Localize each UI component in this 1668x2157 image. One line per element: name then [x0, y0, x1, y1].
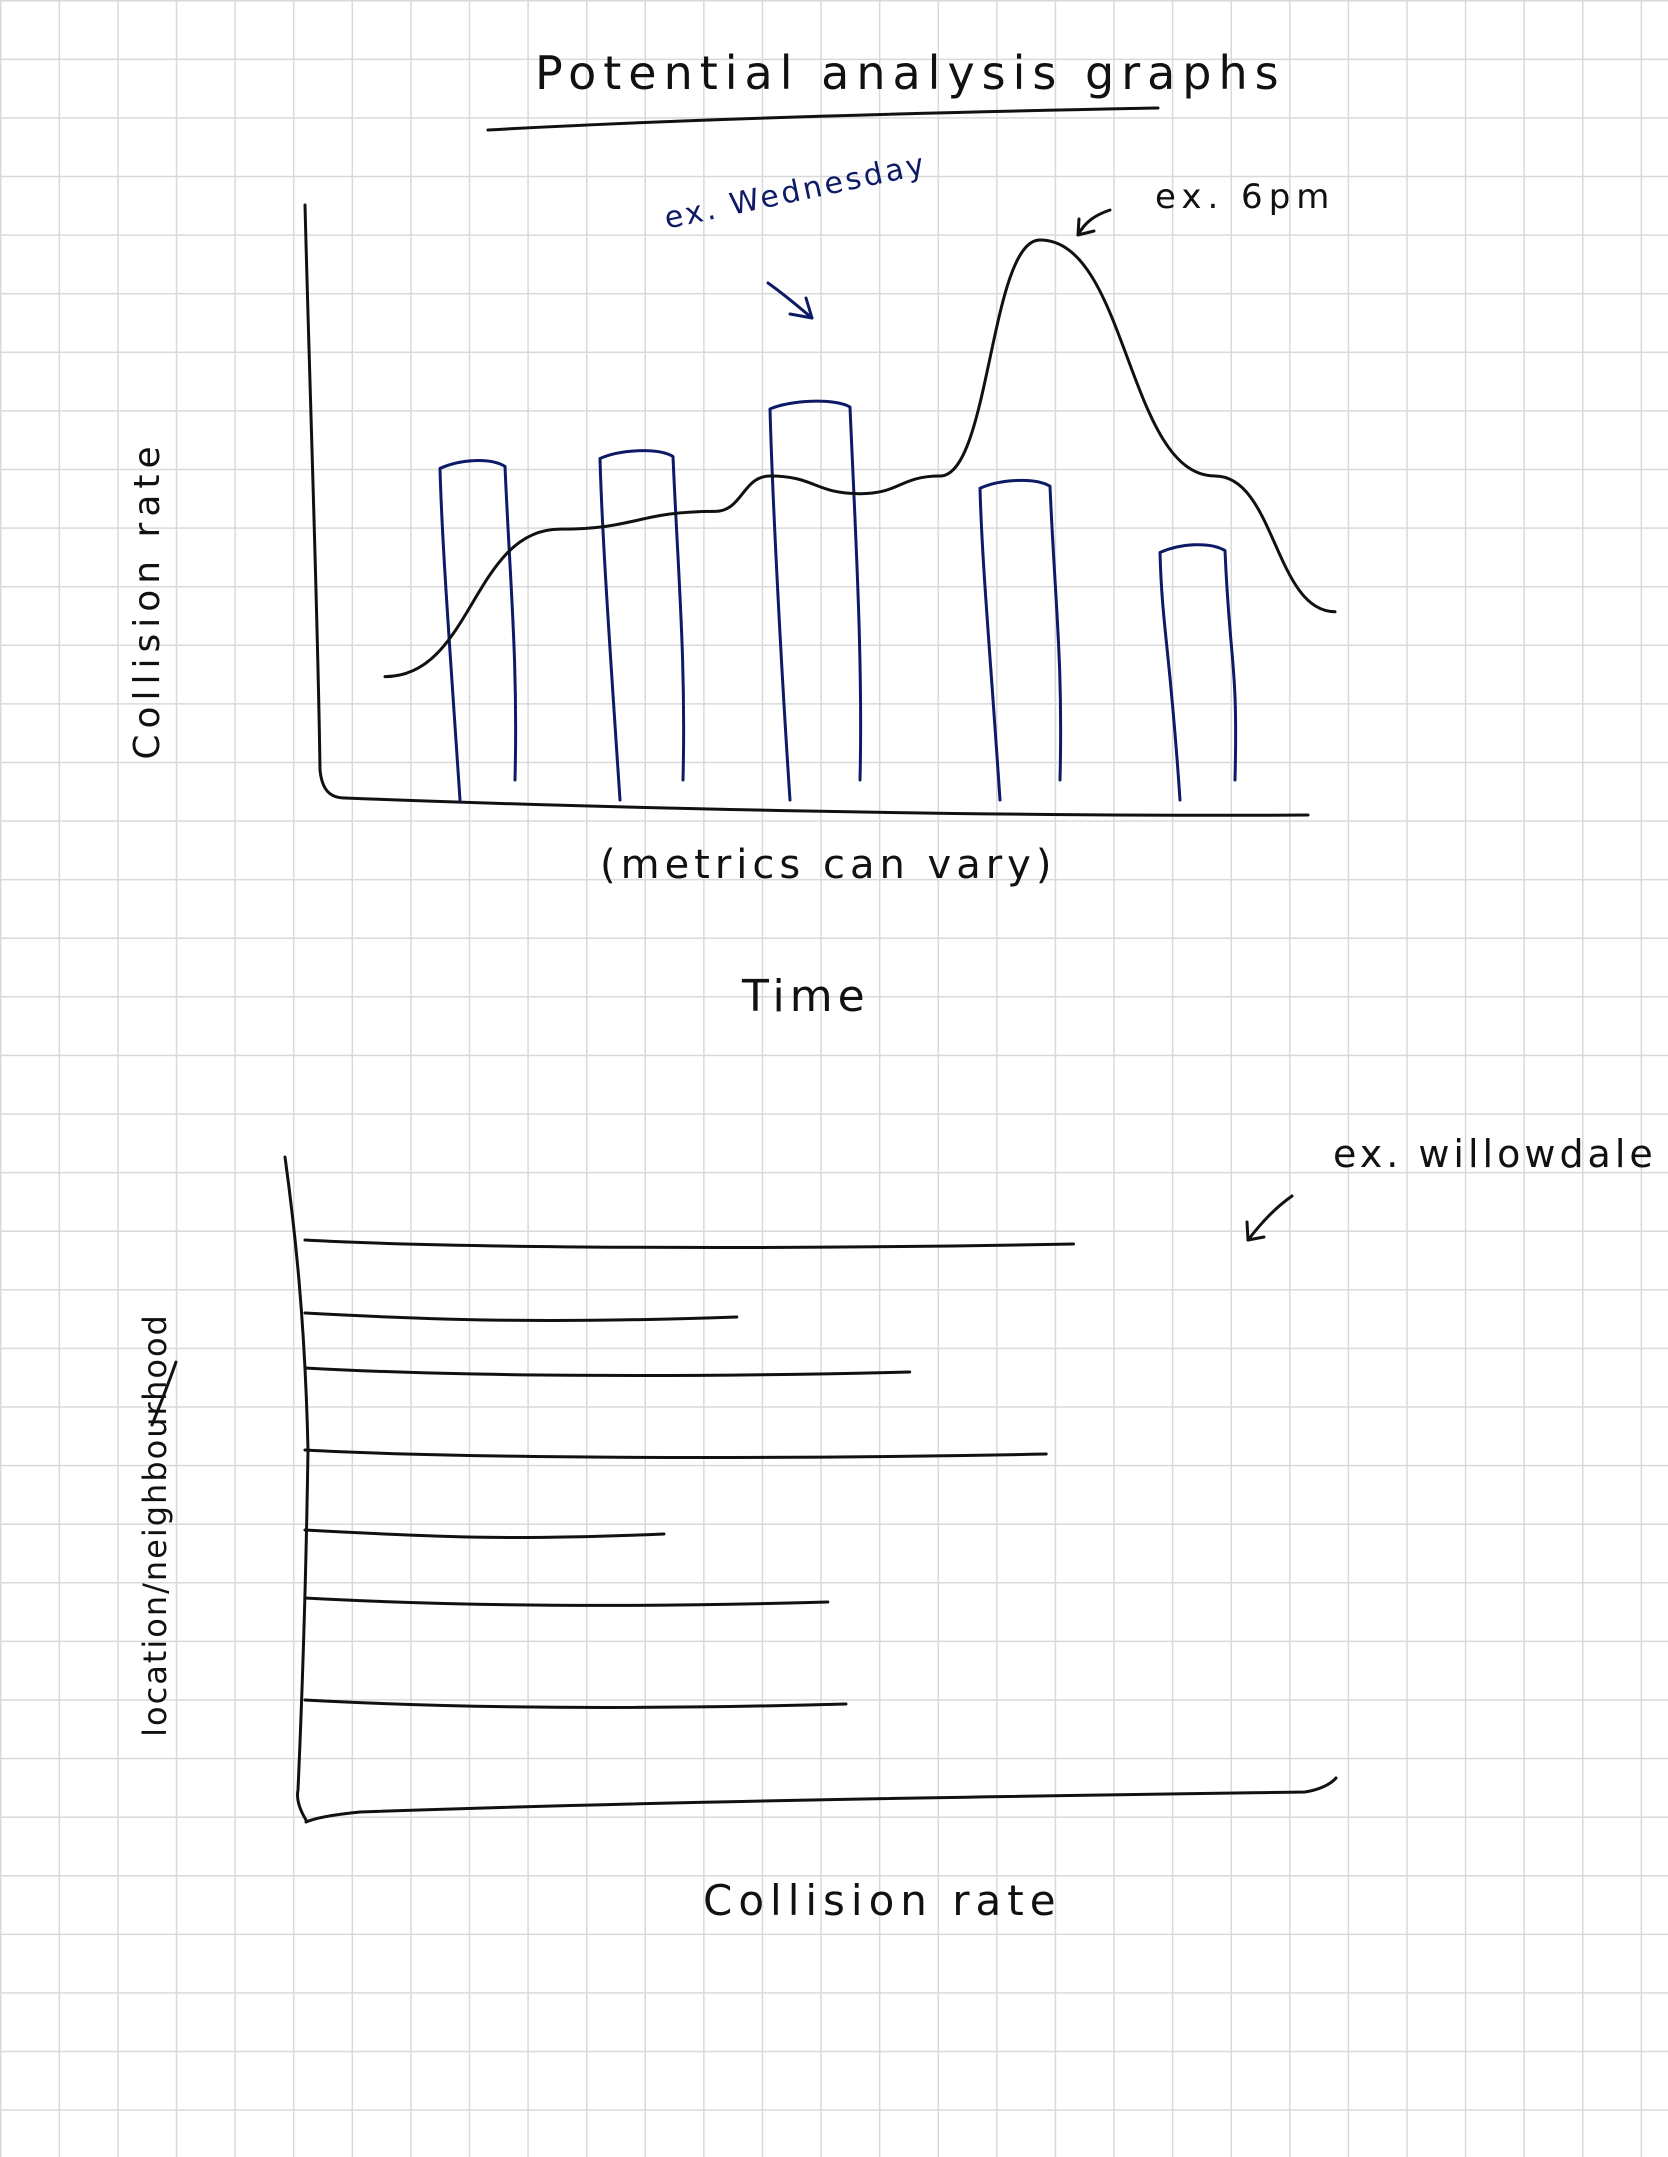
chart2-xlabel: Collision rate: [703, 1876, 1062, 1925]
chart1-note: (metrics can vary): [600, 842, 1057, 888]
chart1-x-axis: [343, 796, 1310, 817]
ylabel-slash: [150, 1360, 178, 1427]
chart1-bars: [438, 399, 1238, 802]
chart2-bar: [303, 1596, 830, 1607]
chart1-ylabel: Collision rate: [127, 440, 168, 760]
chart2-bar: [303, 1448, 1048, 1459]
chart1-y-axis: [303, 203, 347, 800]
chart1-xlabel: Time: [742, 971, 870, 1022]
arrow-6pm: [1076, 208, 1112, 237]
chart2-y-axis: [283, 1155, 310, 1822]
chart2-bar: [303, 1528, 666, 1539]
arrow-willowdale: [1245, 1194, 1294, 1242]
chart2-bar: [303, 1366, 912, 1377]
chart2-bars: [303, 1238, 1075, 1709]
chart1-trend-line: [383, 238, 1337, 679]
annotation-willowdale: ex. willowdale: [1333, 1132, 1657, 1176]
page-title: Potential analysis graphs: [535, 46, 1286, 100]
chart1-bar: [978, 478, 1063, 802]
chart1-bar: [598, 449, 686, 802]
title-underline: [486, 106, 1160, 132]
chart1-bar: [438, 459, 518, 802]
chart2-bar: [303, 1238, 1075, 1249]
chart2-bar: [303, 1698, 848, 1709]
chart2-x-axis: [304, 1776, 1338, 1824]
chart1-bar: [1158, 543, 1238, 802]
chart1-bar: [768, 399, 863, 802]
arrow-wednesday: [766, 281, 814, 320]
chart2-bar: [303, 1311, 739, 1322]
annotation-6pm: ex. 6pm: [1155, 177, 1336, 217]
chart2-ylabel: location/neighbourhood: [136, 1313, 174, 1737]
